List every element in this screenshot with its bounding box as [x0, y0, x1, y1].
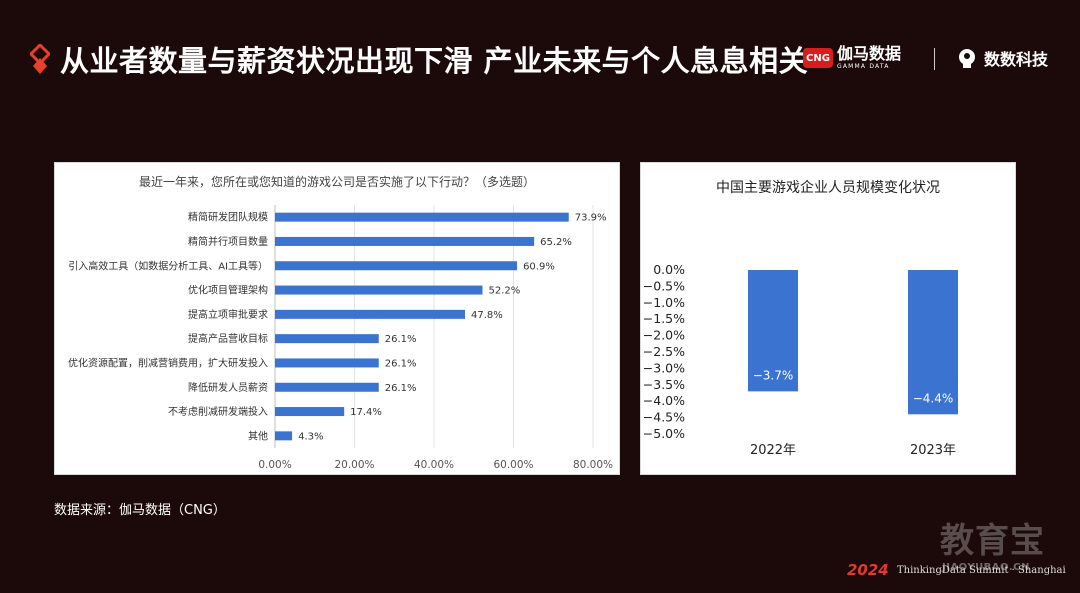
head-icon — [959, 49, 975, 68]
y-tick-label: −5.0% — [643, 426, 685, 441]
x-tick-label: 20.00% — [334, 459, 374, 471]
y-tick-label: −4.0% — [643, 393, 685, 408]
value-label: 47.8% — [471, 310, 503, 321]
data-source-note: 数据来源：伽马数据（CNG） — [54, 503, 226, 518]
value-label: 17.4% — [350, 407, 382, 418]
bar — [275, 285, 483, 295]
cng-brand-name: 伽马数据 — [837, 44, 902, 63]
category-label: 提高立项审批要求 — [188, 308, 268, 321]
bar — [908, 270, 958, 415]
watermark-url: JIAOYUBAO.CN — [942, 562, 1030, 573]
x-tick-label: 80.00% — [573, 459, 613, 471]
bar — [748, 270, 798, 392]
y-tick-label: −3.0% — [643, 360, 685, 375]
bar — [275, 431, 293, 441]
category-label: 不考虑削减研发端投入 — [168, 405, 268, 418]
value-label: 60.9% — [523, 261, 555, 272]
y-tick-label: 0.0% — [653, 262, 685, 277]
value-label: 73.9% — [575, 213, 607, 224]
value-label: 52.2% — [488, 286, 520, 297]
category-label: 2022年 — [750, 443, 796, 458]
bar — [275, 212, 569, 222]
category-label: 提高产品营收目标 — [188, 332, 268, 345]
bar — [275, 358, 379, 368]
diamond-logo-icon — [30, 44, 50, 74]
bar — [275, 261, 518, 271]
cng-logo: CNG 伽马数据 GAMMA DATA — [803, 46, 901, 70]
headcount-bar-chart: 0.0%−0.5%−1.0%−1.5%−2.0%−2.5%−3.0%−3.5%−… — [643, 262, 958, 458]
value-label: 4.3% — [298, 431, 323, 442]
value-label: −3.7% — [753, 368, 794, 382]
value-label: 65.2% — [540, 237, 572, 248]
category-label: 优化项目管理架构 — [188, 284, 268, 297]
watermark: 教育宝 — [940, 521, 1045, 561]
value-label: 26.1% — [385, 334, 417, 345]
actions-bar-chart: 0.00% 20.00% 40.00% 60.00% 80.00% 精简研发团队规模 73.… — [68, 205, 613, 471]
y-tick-label: −4.5% — [643, 410, 685, 425]
value-label: −4.4% — [913, 391, 954, 405]
category-label: 2023年 — [910, 443, 956, 458]
actions-chart-title: 最近一年来，您所在或您知道的游戏公司是否实施了以下行动？（多选题） — [138, 175, 535, 189]
category-label: 其他 — [248, 429, 268, 442]
x-tick-label: 60.00% — [493, 459, 533, 471]
y-tick-label: −1.5% — [643, 311, 685, 326]
page-title: 从业者数量与薪资状况出现下滑 产业未来与个人息息相关 — [60, 44, 809, 78]
category-label: 优化资源配置，削减营销费用，扩大研发投入 — [68, 356, 268, 369]
event-name: ThinkingData Summit · Shanghai — [897, 565, 1066, 576]
bar — [275, 334, 379, 344]
y-tick-label: −2.0% — [643, 328, 685, 343]
category-label: 精简并行项目数量 — [188, 235, 268, 248]
bar — [275, 382, 379, 392]
actions-chart-panel: 最近一年来，您所在或您知道的游戏公司是否实施了以下行动？（多选题） 0.00% 2… — [54, 162, 620, 475]
y-tick-label: −0.5% — [643, 278, 685, 293]
y-tick-label: −3.5% — [643, 377, 685, 392]
bar — [275, 236, 535, 246]
shushu-logo: 数数科技 — [956, 46, 1048, 70]
category-label: 降低研发人员薪资 — [188, 381, 268, 394]
value-label: 26.1% — [385, 358, 417, 369]
y-tick-label: −2.5% — [643, 344, 685, 359]
x-tick-label: 0.00% — [258, 459, 291, 471]
shushu-brand-name: 数数科技 — [984, 50, 1049, 69]
category-label: 引入高效工具（如数据分析工具、AI工具等） — [68, 259, 268, 272]
brand-divider — [934, 48, 935, 70]
headcount-chart-title: 中国主要游戏企业人员规模变化状况 — [716, 180, 940, 196]
cng-badge: CNG — [803, 48, 833, 68]
headcount-chart-panel: 中国主要游戏企业人员规模变化状况 0.0% −0.5% −1.0% −1.5% −2.0… — [640, 162, 1016, 475]
value-label: 26.1% — [385, 383, 417, 394]
y-tick-label: −1.0% — [643, 295, 685, 310]
category-label: 精简研发团队规模 — [188, 211, 268, 224]
bar — [275, 309, 466, 319]
cng-brand-subtitle: GAMMA DATA — [837, 63, 890, 70]
event-year: 2024 — [847, 561, 889, 579]
x-tick-label: 40.00% — [414, 459, 454, 471]
bar — [275, 407, 345, 417]
